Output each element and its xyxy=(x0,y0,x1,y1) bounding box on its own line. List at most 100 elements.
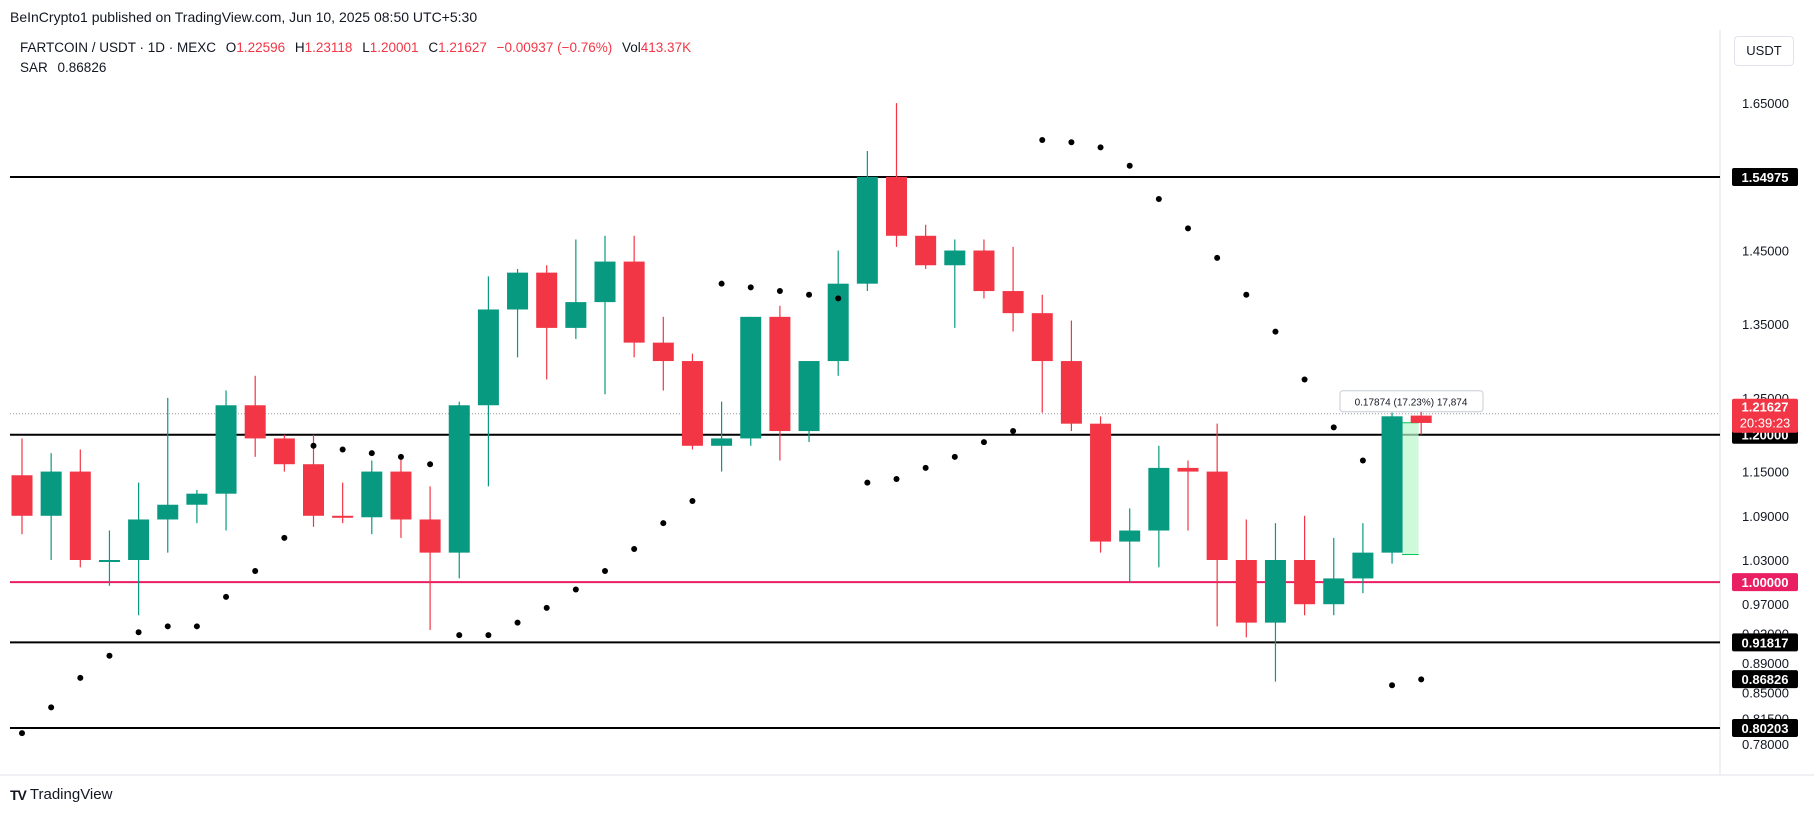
sar-dot xyxy=(485,632,492,639)
x-tick-label: 17 xyxy=(714,778,728,780)
close-value: 1.21627 xyxy=(438,40,487,55)
sar-label[interactable]: SAR xyxy=(20,60,48,75)
sar-dot xyxy=(135,629,142,636)
volume-value: 413.37K xyxy=(640,40,692,55)
x-tick-label: 25 xyxy=(948,778,962,780)
low-value: 1.20001 xyxy=(369,40,419,55)
x-tick-label: 13 xyxy=(598,778,612,780)
candle-body xyxy=(740,316,762,439)
x-tick-label: Jun xyxy=(1148,778,1169,780)
sar-dot xyxy=(514,619,521,626)
candle-body xyxy=(565,302,587,328)
x-tick-label: 3 xyxy=(310,778,317,780)
candle-body xyxy=(11,475,33,516)
level-label-bg xyxy=(1732,633,1798,652)
sar-dot xyxy=(747,284,754,291)
candle-body xyxy=(1235,560,1257,623)
change-value: −0.00937 (−0.76%) xyxy=(496,40,613,55)
candle-body xyxy=(1002,291,1024,314)
measure-label: 0.17874 (17.23%) 17,874 xyxy=(1355,398,1468,409)
symbol-label[interactable]: FARTCOIN / USDT · 1D · MEXC xyxy=(20,40,217,55)
level-label: 0.91817 xyxy=(1742,635,1789,650)
measure-range-box xyxy=(1402,422,1419,555)
candle-body xyxy=(448,405,470,553)
sar-dot xyxy=(1097,144,1104,151)
sar-dot xyxy=(572,586,579,593)
x-tick-label: 11 xyxy=(540,778,554,780)
sar-dot xyxy=(951,453,958,460)
currency-button[interactable]: USDT xyxy=(1734,36,1794,66)
sar-dot xyxy=(1330,424,1337,431)
candle-body xyxy=(69,471,91,560)
sar-dot xyxy=(864,479,871,486)
sar-label-bg xyxy=(1732,670,1798,689)
level-label-bg xyxy=(1732,168,1798,187)
sar-dot xyxy=(980,439,987,446)
sar-dot xyxy=(1389,682,1396,689)
sar-dot xyxy=(543,604,550,611)
last-price-label-bg xyxy=(1732,398,1798,433)
x-tick-label: 27 xyxy=(1006,778,1020,780)
volume-label: Vol xyxy=(622,40,641,55)
sar-value: 0.86826 xyxy=(57,60,107,75)
chart-legend: FARTCOIN / USDT · 1D · MEXC O1.22596 H1.… xyxy=(20,38,691,78)
x-tick-label: 9 xyxy=(485,778,492,780)
x-tick-label: 9 xyxy=(1388,778,1395,780)
candle-body xyxy=(1031,313,1053,362)
high-value: 1.23118 xyxy=(304,40,353,55)
sar-dot xyxy=(806,291,813,298)
last-price-label: 1.21627 xyxy=(1742,400,1789,415)
candle-body xyxy=(1352,552,1374,579)
sar-dot xyxy=(1185,225,1191,232)
x-tick-label: May xyxy=(243,778,268,780)
tradingview-brand[interactable]: TV TradingView xyxy=(10,786,112,803)
y-tick-label: 1.03000 xyxy=(1742,553,1789,568)
y-tick-label: 0.89000 xyxy=(1742,656,1789,671)
x-tick-label: 5 xyxy=(368,778,375,780)
x-tick-label: 7 xyxy=(1330,778,1337,780)
sar-dot xyxy=(718,280,725,287)
sar-dot xyxy=(339,446,346,453)
sar-dot xyxy=(660,520,667,527)
measure-label-bg xyxy=(1339,390,1484,413)
candle-body xyxy=(361,471,383,518)
sar-dot xyxy=(1301,376,1308,383)
sar-dot xyxy=(281,534,288,541)
ohlc-row: FARTCOIN / USDT · 1D · MEXC O1.22596 H1.… xyxy=(20,38,691,58)
sar-price-label: 0.86826 xyxy=(1742,672,1789,687)
candle-body xyxy=(623,261,645,343)
sar-dot xyxy=(77,674,84,681)
candle-body xyxy=(1177,467,1199,472)
y-tick-label: 1.35000 xyxy=(1742,317,1789,332)
candle-body xyxy=(98,560,120,562)
sar-dot xyxy=(893,475,900,482)
candle-body xyxy=(1090,423,1112,542)
sar-dot xyxy=(427,461,434,468)
sar-row: SAR 0.86826 xyxy=(20,58,691,78)
candle-body xyxy=(711,438,733,446)
candle-body xyxy=(536,272,558,328)
x-tick-label: 15 xyxy=(656,778,670,780)
sar-dot xyxy=(456,632,463,639)
candle-body xyxy=(273,438,295,465)
y-tick-label: 1.45000 xyxy=(1742,244,1789,259)
candle-body xyxy=(419,519,441,553)
price-chart[interactable]: 1.650001.450001.350001.250001.150001.090… xyxy=(0,0,1814,780)
sar-dot xyxy=(1010,428,1017,435)
x-tick-label: 7 xyxy=(426,778,433,780)
sar-dot xyxy=(602,568,608,575)
candle-body xyxy=(944,250,966,266)
candle-body xyxy=(215,405,237,494)
sar-dot xyxy=(1272,328,1279,335)
one-dollar-label-bg xyxy=(1732,573,1798,592)
candle-body xyxy=(827,283,849,362)
sar-dot xyxy=(1068,139,1075,146)
candle-body xyxy=(40,471,62,516)
x-tick-label: 19 xyxy=(1676,778,1690,780)
x-tick-label: 23 xyxy=(889,778,903,780)
y-tick-label: 0.85000 xyxy=(1742,686,1789,701)
sar-dot xyxy=(48,704,55,711)
sar-dot xyxy=(368,450,375,457)
candle-body xyxy=(186,493,208,505)
candle-body xyxy=(244,405,266,439)
